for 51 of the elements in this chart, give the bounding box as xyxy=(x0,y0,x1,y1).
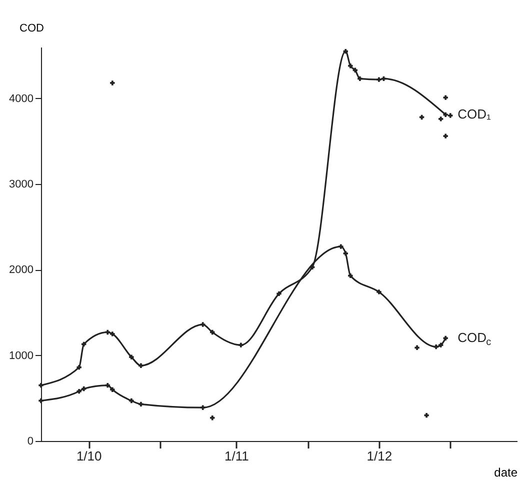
point xyxy=(376,290,382,294)
point xyxy=(443,336,448,341)
point xyxy=(352,68,358,72)
point xyxy=(343,251,348,256)
point xyxy=(443,95,448,100)
point xyxy=(448,113,453,118)
x-tick-label: 1/11 xyxy=(224,448,249,464)
point xyxy=(343,48,348,54)
point xyxy=(348,273,353,278)
point xyxy=(434,344,438,350)
point xyxy=(210,330,215,335)
point xyxy=(200,322,206,327)
point xyxy=(443,112,448,118)
point xyxy=(414,345,420,350)
y-tick-label: 0 xyxy=(27,436,34,448)
x-axis-title: date xyxy=(494,466,518,480)
series-label: COD₁ xyxy=(458,106,492,122)
point xyxy=(438,342,444,348)
y-tick-label: 4000 xyxy=(9,92,34,105)
x-tick-label: 1/12 xyxy=(366,448,392,464)
x-tick-label: 1/10 xyxy=(76,448,102,464)
point xyxy=(129,354,134,360)
point xyxy=(81,386,86,392)
y-axis-title: COD xyxy=(20,22,44,34)
point xyxy=(38,382,44,388)
point xyxy=(138,402,144,407)
point xyxy=(276,291,282,296)
point xyxy=(376,77,382,82)
point xyxy=(348,64,353,68)
y-tick-label: 3000 xyxy=(9,178,34,191)
y-tick-label: 2000 xyxy=(9,264,34,276)
point xyxy=(338,244,344,249)
point xyxy=(138,363,144,368)
point xyxy=(238,342,244,348)
point xyxy=(81,342,86,347)
point xyxy=(210,416,215,420)
point xyxy=(110,387,115,392)
point xyxy=(105,330,110,335)
point xyxy=(110,332,115,336)
point xyxy=(200,405,206,410)
point xyxy=(424,412,429,418)
point xyxy=(105,382,110,388)
point xyxy=(443,134,448,138)
point xyxy=(76,364,82,370)
y-tick-label: 1000 xyxy=(9,350,34,362)
point xyxy=(438,116,444,122)
point xyxy=(358,76,362,82)
point xyxy=(129,398,134,404)
point xyxy=(76,388,82,394)
point xyxy=(38,398,44,404)
point xyxy=(110,80,115,86)
